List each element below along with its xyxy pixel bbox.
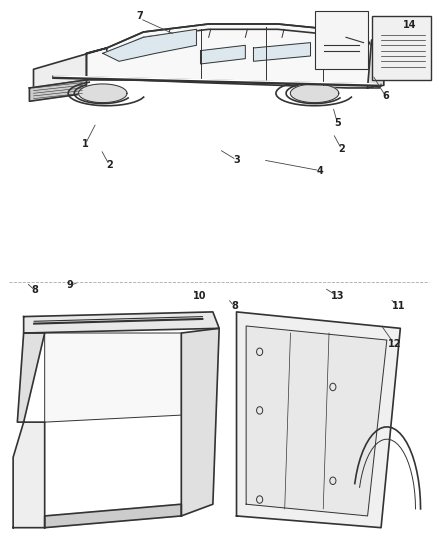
Polygon shape <box>254 43 311 61</box>
Text: 1: 1 <box>82 139 89 149</box>
Text: 5: 5 <box>334 118 341 127</box>
Polygon shape <box>45 504 181 528</box>
Text: 8: 8 <box>231 302 238 311</box>
Polygon shape <box>24 312 219 333</box>
Text: 9: 9 <box>67 280 74 290</box>
Polygon shape <box>246 326 387 516</box>
Polygon shape <box>86 24 380 88</box>
FancyBboxPatch shape <box>315 11 368 69</box>
Polygon shape <box>181 328 219 516</box>
Polygon shape <box>290 84 339 102</box>
Text: 11: 11 <box>392 302 405 311</box>
Polygon shape <box>367 40 384 88</box>
Polygon shape <box>201 45 245 64</box>
Text: 2: 2 <box>106 160 113 170</box>
Polygon shape <box>29 80 86 101</box>
Text: 8: 8 <box>32 286 39 295</box>
Text: 6: 6 <box>382 91 389 101</box>
Text: 14: 14 <box>403 20 416 29</box>
Text: 10: 10 <box>193 291 206 301</box>
Polygon shape <box>319 51 359 64</box>
Polygon shape <box>103 29 196 61</box>
Polygon shape <box>34 48 107 88</box>
Polygon shape <box>13 422 45 528</box>
Text: 7: 7 <box>137 11 144 21</box>
Polygon shape <box>45 333 181 422</box>
Text: 13: 13 <box>331 291 344 301</box>
Text: 2: 2 <box>338 144 345 154</box>
Polygon shape <box>18 333 45 422</box>
FancyBboxPatch shape <box>372 16 431 80</box>
Polygon shape <box>237 312 400 528</box>
Text: 12: 12 <box>388 339 401 349</box>
Text: 3: 3 <box>233 155 240 165</box>
Polygon shape <box>78 84 127 102</box>
Text: 4: 4 <box>316 166 323 175</box>
Polygon shape <box>107 24 367 53</box>
